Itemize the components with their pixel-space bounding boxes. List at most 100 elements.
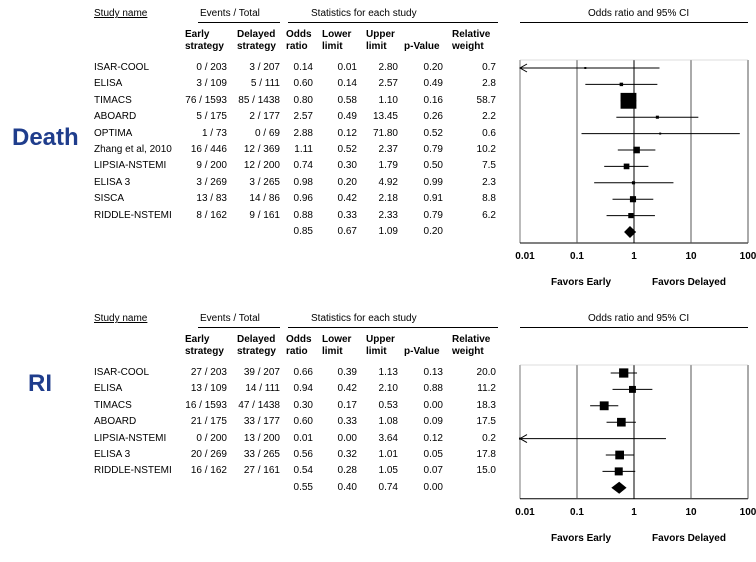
header-rule-stats [288,22,498,23]
favors-early-label: Favors Early [551,277,612,288]
relative-weight: 7.5 [482,160,496,172]
header-upper-limit-1: Upper [366,334,395,345]
upper-limit: 1.13 [378,367,398,378]
study-name: LIPSIA-NSTEMI [94,160,167,172]
relative-weight: 11.2 [477,383,496,395]
p-value: 0.91 [423,193,443,205]
odds-ratio: 0.66 [293,367,313,378]
header-upper-limit-1: Upper [366,29,395,40]
lower-limit: 0.33 [337,416,357,428]
lower-limit: 0.52 [337,144,357,155]
study-name: ELISA 3 [94,176,131,188]
point-estimate [629,196,637,203]
upper-limit: 1.10 [378,94,398,106]
point-estimate [631,181,636,185]
study-name: TIMACS [94,94,132,106]
header-relative-weight-1: Relative [452,334,491,345]
upper-limit: 2.57 [378,78,398,90]
relative-weight: 6.2 [482,209,496,221]
x-tick-label: 0.1 [570,251,584,262]
relative-weight: 0.2 [482,432,496,444]
odds-ratio: 0.74 [293,160,313,172]
summary-odds-ratio: 0.55 [293,481,313,493]
delayed-events: 85 / 1438 [238,94,280,106]
lower-limit: 0.58 [337,94,357,106]
odds-ratio: 0.56 [293,449,313,460]
study-name: ELISA [94,383,123,395]
header-early-2: strategy [185,346,224,357]
delayed-events: 12 / 200 [243,160,280,172]
x-tick-label: 10 [685,506,697,518]
header-statistics: Statistics for each study [311,313,417,324]
delayed-events: 3 / 207 [249,62,280,73]
relative-weight: 0.6 [482,127,496,139]
lower-limit: 0.30 [337,160,357,172]
study-name: ABOARD [94,416,137,428]
side-label: RI [28,370,52,397]
lower-limit: 0.01 [337,62,357,73]
ci-arrow [518,63,528,73]
x-tick-label: 10 [685,251,697,262]
odds-ratio: 0.30 [293,399,313,411]
lower-limit: 0.00 [337,432,357,444]
point-estimate [584,67,587,69]
delayed-events: 14 / 86 [249,193,280,205]
x-tick-label: 1 [631,506,637,518]
p-value: 0.07 [423,465,443,477]
early-events: 3 / 269 [196,176,227,188]
relative-weight: 2.2 [482,111,496,123]
odds-ratio: 0.01 [293,432,313,444]
early-events: 16 / 1593 [185,399,227,411]
forest-plot [518,364,749,500]
relative-weight: 10.2 [476,144,496,155]
odds-ratio: 0.94 [293,383,313,395]
header-statistics: Statistics for each study [311,8,417,19]
header-lower-limit-2: limit [322,346,343,357]
upper-limit: 71.80 [372,127,398,139]
lower-limit: 0.49 [337,111,357,123]
early-events: 0 / 203 [196,62,227,73]
relative-weight: 2.8 [482,78,496,90]
header-rule-events [198,22,280,23]
upper-limit: 2.10 [378,383,398,395]
upper-limit: 2.33 [378,209,398,221]
relative-weight: 58.7 [476,94,496,106]
p-value: 0.13 [423,367,443,378]
summary-upper-limit: 1.09 [378,226,398,237]
study-name: RIDDLE-NSTEMI [94,209,172,221]
p-value: 0.05 [423,449,443,460]
upper-limit: 2.18 [378,193,398,205]
p-value: 0.26 [423,111,443,123]
study-name: SISCA [94,193,125,205]
header-relative-weight-1: Relative [452,29,491,40]
relative-weight: 15.0 [476,465,496,477]
odds-ratio: 0.88 [293,209,313,221]
relative-weight: 17.5 [476,416,496,428]
header-study-name: Study name [94,313,148,324]
summary-diamond [611,481,627,494]
upper-limit: 3.64 [378,432,398,444]
delayed-events: 14 / 111 [245,383,280,395]
point-estimate [599,401,609,411]
lower-limit: 0.12 [337,127,357,139]
early-events: 20 / 269 [190,449,227,460]
header-events-total: Events / Total [200,313,260,324]
p-value: 0.20 [423,62,443,73]
header-rule-or [520,327,748,328]
favors-delayed-label: Favors Delayed [652,277,726,288]
study-name: RIDDLE-NSTEMI [94,465,172,477]
p-value: 0.09 [423,416,443,428]
point-estimate [519,437,521,440]
header-relative-weight-2: weight [452,41,484,52]
early-events: 1 / 73 [201,127,227,139]
relative-weight: 18.3 [476,399,496,411]
early-events: 9 / 200 [196,160,227,172]
delayed-events: 33 / 177 [243,416,280,428]
summary-diamond [624,226,637,238]
summary-upper-limit: 0.74 [378,481,398,493]
early-events: 0 / 200 [196,432,227,444]
header-odds-ratio-1: Odds [286,29,312,40]
x-tick-label: 1 [631,251,637,262]
study-name: ELISA [94,78,123,90]
header-odds-ratio-2: ratio [286,346,308,357]
